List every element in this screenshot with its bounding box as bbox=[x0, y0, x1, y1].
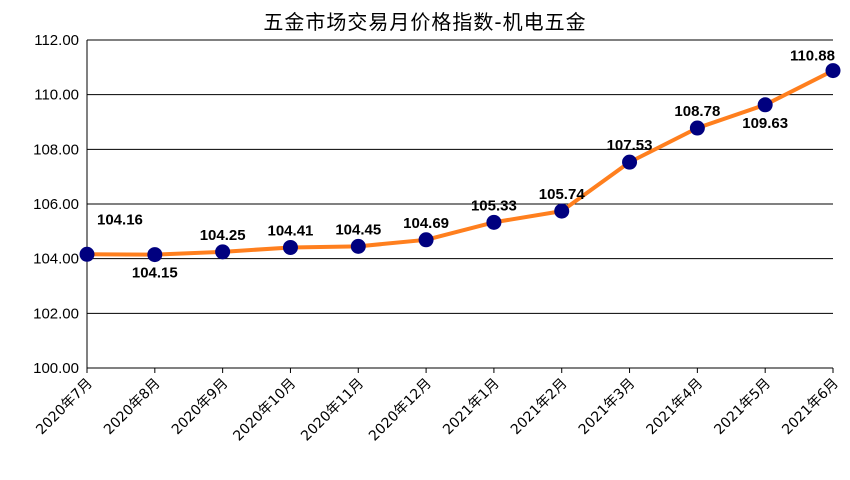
data-label: 104.16 bbox=[97, 211, 143, 228]
data-label: 104.69 bbox=[403, 215, 449, 232]
data-point-marker bbox=[554, 203, 570, 219]
y-tick-label: 106.00 bbox=[33, 196, 79, 213]
data-point-marker bbox=[418, 232, 434, 248]
y-tick-label: 104.00 bbox=[33, 251, 79, 268]
data-point-marker bbox=[79, 246, 95, 262]
x-tick-label: 2021年5月 bbox=[711, 376, 774, 439]
y-tick-label: 108.00 bbox=[33, 141, 79, 158]
data-point-marker bbox=[689, 120, 705, 136]
chart-title: 五金市场交易月价格指数-机电五金 bbox=[263, 10, 587, 34]
data-label: 104.41 bbox=[268, 222, 314, 239]
x-tick-label: 2020年10月 bbox=[230, 376, 299, 445]
data-point-marker bbox=[215, 244, 231, 260]
data-point-marker bbox=[486, 214, 502, 230]
data-label: 107.53 bbox=[607, 137, 653, 154]
marker-layer bbox=[79, 63, 841, 263]
data-point-marker bbox=[757, 97, 773, 113]
x-tick-label: 2021年6月 bbox=[779, 376, 842, 439]
data-point-marker bbox=[147, 247, 163, 263]
x-tick-label: 2020年7月 bbox=[33, 376, 96, 439]
y-tick-label: 110.00 bbox=[34, 87, 79, 104]
data-point-marker bbox=[622, 154, 638, 170]
data-point-marker bbox=[825, 63, 841, 79]
y-tick-label: 100.00 bbox=[33, 360, 79, 377]
data-label: 110.88 bbox=[790, 48, 835, 65]
data-label: 108.78 bbox=[674, 103, 720, 120]
grid-layer bbox=[87, 39, 833, 369]
data-label-layer: 104.16 104.15 104.25 104.41 104.45 104.69 105.… bbox=[97, 48, 835, 282]
x-tick-label: 2020年11月 bbox=[298, 376, 367, 445]
x-tick-label: 2021年3月 bbox=[576, 376, 639, 439]
y-tick-label: 102.00 bbox=[33, 305, 79, 322]
x-tick-label: 2021年1月 bbox=[440, 376, 503, 439]
y-tick-label: 112.00 bbox=[34, 32, 79, 49]
data-label: 104.45 bbox=[335, 221, 381, 238]
data-label: 105.74 bbox=[539, 186, 586, 203]
x-tick-label: 2021年4月 bbox=[644, 376, 707, 439]
data-label: 109.63 bbox=[742, 115, 788, 132]
data-point-marker bbox=[282, 239, 298, 255]
series-line bbox=[85, 68, 835, 257]
data-label: 104.15 bbox=[132, 265, 178, 282]
x-tick-label: 2020年9月 bbox=[169, 376, 232, 439]
data-label: 105.33 bbox=[471, 197, 517, 214]
x-tick-label: 2020年8月 bbox=[101, 376, 164, 439]
series-layer bbox=[85, 68, 835, 257]
data-label: 104.25 bbox=[200, 227, 246, 244]
x-tick-label: 2020年12月 bbox=[366, 376, 435, 445]
data-point-marker bbox=[350, 238, 366, 254]
x-tick-label: 2021年2月 bbox=[508, 376, 571, 439]
